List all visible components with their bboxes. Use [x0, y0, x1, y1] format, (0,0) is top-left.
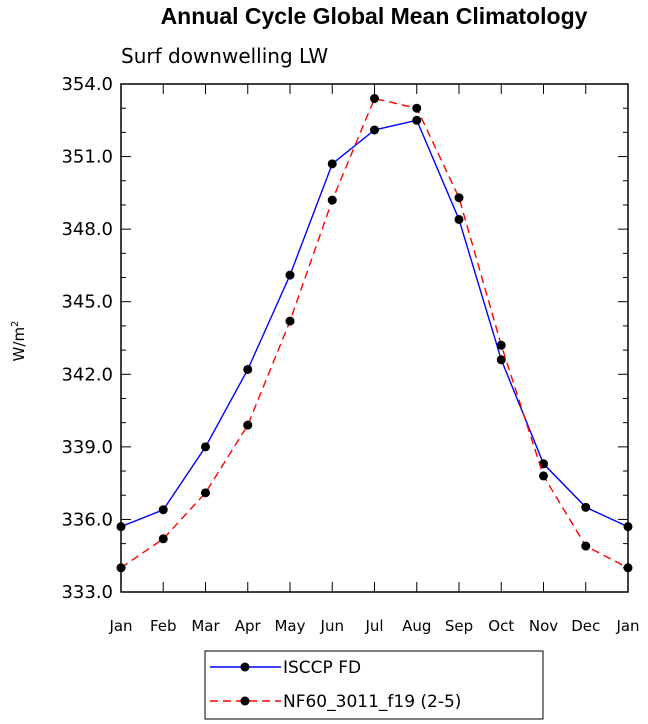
data-point	[201, 488, 210, 498]
y-tick-label: 336.0	[61, 509, 113, 530]
x-tick-label: Aug	[402, 617, 431, 635]
series-2	[116, 94, 633, 573]
legend-box	[204, 650, 544, 720]
x-tick-label: Jun	[320, 617, 344, 635]
x-tick-label: Oct	[488, 617, 514, 635]
data-point	[581, 541, 591, 551]
series-line	[120, 97, 629, 569]
x-tick-label: May	[274, 617, 305, 635]
x-tick-label: Dec	[571, 617, 600, 635]
x-tick-label: Apr	[235, 617, 262, 635]
data-point	[370, 94, 379, 104]
x-tick-label: Jan	[108, 617, 132, 635]
data-point	[201, 442, 210, 452]
data-point	[327, 159, 337, 169]
data-point	[623, 563, 633, 573]
y-tick-label: 351.0	[61, 147, 113, 168]
axes: 333.0 336.0 339.0 342.0 345.0 348.0 351.0 354.0…	[61, 74, 639, 635]
data-point	[539, 459, 548, 469]
legend: ISCCP FD NF60_3011_f19 (2-5)	[204, 650, 544, 720]
legend-label: NF60_3011_f19 (2-5)	[283, 692, 461, 712]
y-tick-label: 345.0	[61, 292, 113, 313]
series-1	[116, 115, 633, 532]
data-point	[327, 195, 337, 205]
plot-frame	[120, 83, 629, 593]
chart-subtitle: Surf downwelling LW	[121, 44, 328, 68]
data-point	[454, 214, 464, 224]
data-point	[158, 505, 168, 515]
legend-marker	[240, 662, 250, 672]
data-point	[496, 355, 506, 365]
chart-title: Annual Cycle Global Mean Climatology	[161, 3, 588, 29]
data-point	[454, 193, 464, 203]
y-tick-label: 333.0	[61, 582, 113, 603]
data-point	[243, 420, 253, 430]
y-axis-label-superscript: 2	[10, 321, 21, 327]
y-axis-label-text: W/m	[10, 327, 28, 362]
y-tick-label: 342.0	[61, 364, 113, 385]
data-point	[116, 522, 126, 532]
x-tick-label: Jul	[364, 617, 383, 635]
data-point	[412, 103, 422, 113]
data-point	[158, 534, 168, 544]
x-tick-label: Sep	[445, 617, 473, 635]
data-point	[243, 364, 253, 374]
legend-label: ISCCP FD	[283, 658, 361, 678]
series-group	[116, 94, 633, 573]
x-tick-label: Nov	[529, 617, 558, 635]
data-point	[370, 125, 379, 135]
y-tick-label: 354.0	[61, 74, 113, 95]
data-point	[116, 563, 126, 573]
y-tick-label: 348.0	[61, 219, 113, 240]
data-point	[539, 471, 548, 481]
x-tick-label: Jan	[615, 617, 639, 635]
data-point	[285, 316, 295, 326]
x-tick-label: Feb	[150, 617, 177, 635]
data-point	[412, 115, 422, 125]
series-line	[120, 119, 629, 528]
x-tick-label: Mar	[191, 617, 220, 635]
y-axis-label: W/m2	[10, 321, 28, 362]
legend-marker	[240, 696, 250, 706]
y-tick-label: 339.0	[61, 437, 113, 458]
data-point	[496, 340, 506, 350]
data-point	[581, 502, 591, 512]
data-point	[285, 270, 295, 280]
data-point	[623, 522, 633, 532]
